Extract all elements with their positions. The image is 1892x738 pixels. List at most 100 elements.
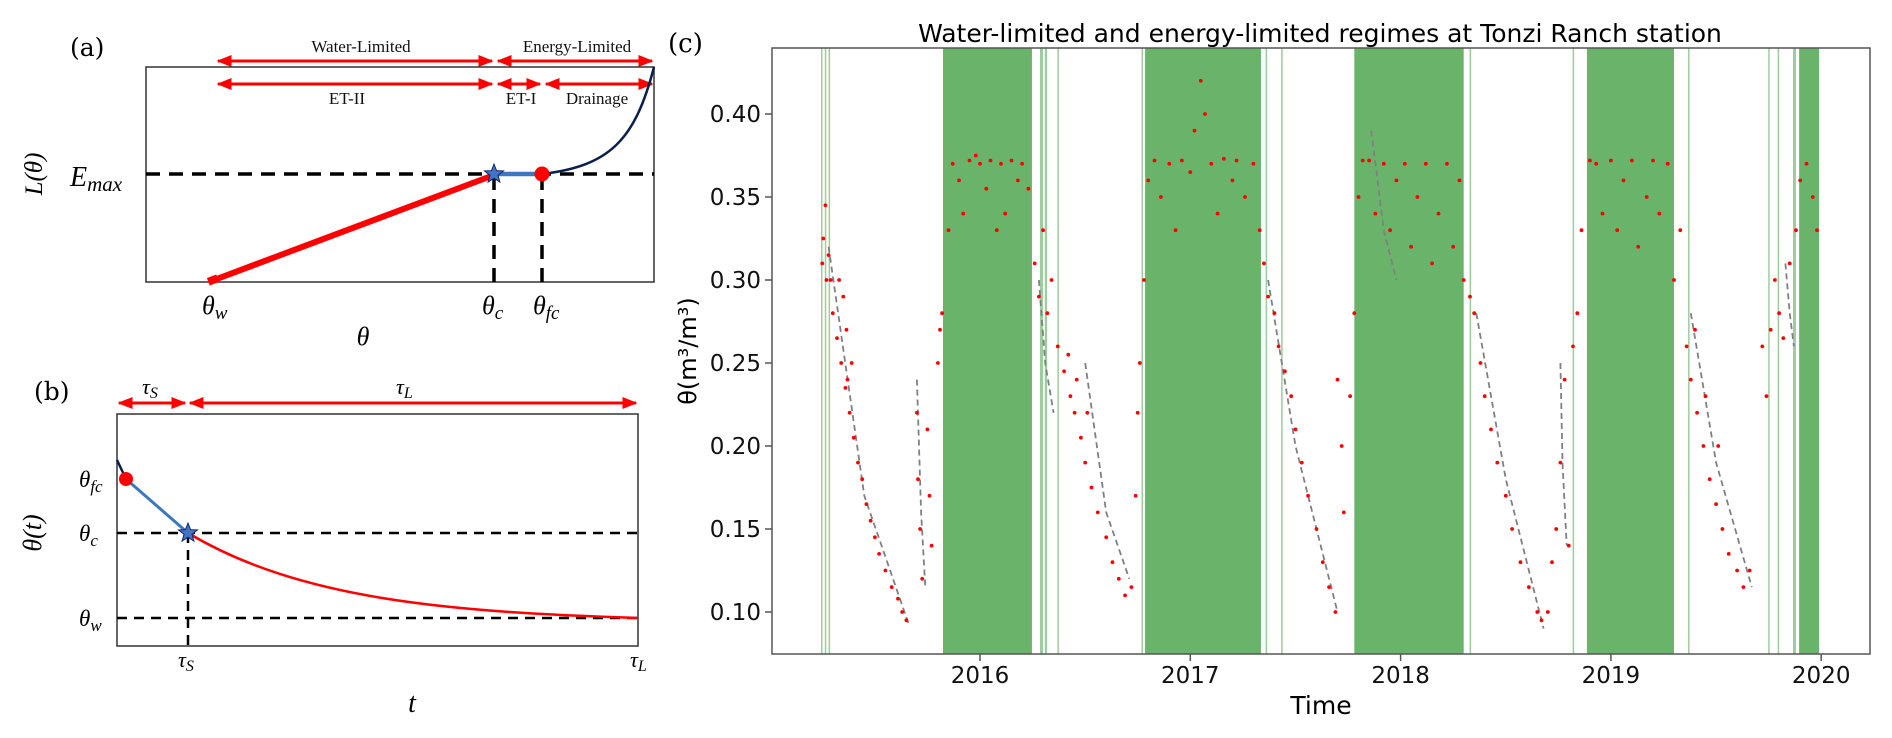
data-point <box>946 228 951 233</box>
energy-limited-band <box>1586 48 1674 654</box>
theta-fc-point <box>119 472 133 486</box>
drainage-curve <box>541 66 656 176</box>
data-point <box>830 311 835 316</box>
y-tick-label: 0.30 <box>710 268 761 294</box>
data-point <box>1503 493 1508 498</box>
data-point <box>1074 377 1079 382</box>
data-point <box>821 236 826 241</box>
data-point <box>847 410 852 415</box>
data-point <box>1327 585 1331 589</box>
data-point <box>1657 211 1662 216</box>
data-point <box>1539 618 1544 623</box>
energy-limited-band <box>821 48 823 654</box>
data-point <box>1644 195 1649 199</box>
data-point <box>927 493 932 498</box>
data-point <box>1339 444 1344 448</box>
data-point <box>839 361 844 365</box>
data-point <box>1016 178 1020 183</box>
data-point <box>1482 394 1487 399</box>
data-point <box>1129 585 1134 589</box>
data-point <box>1066 352 1071 357</box>
drydown-fit-line <box>916 379 927 588</box>
energy-limited-band <box>1799 48 1820 654</box>
data-point <box>1478 361 1483 365</box>
data-point <box>1333 610 1338 614</box>
data-point <box>957 178 961 183</box>
data-point <box>1262 261 1266 266</box>
data-point <box>1032 261 1037 266</box>
data-point <box>1037 294 1041 299</box>
data-point <box>967 158 972 163</box>
drydown-fit-line <box>1038 279 1055 413</box>
data-point <box>1133 493 1138 498</box>
data-point <box>1554 527 1559 531</box>
data-point <box>999 161 1003 166</box>
data-point <box>1579 228 1584 233</box>
data-point <box>1306 493 1310 498</box>
panel-c: (c) Water-limited and energy-limited reg… <box>668 19 1871 720</box>
drydown-fit-line <box>1689 313 1753 588</box>
panel-c-label: (c) <box>668 29 703 59</box>
data-point <box>877 552 881 556</box>
emax-label: Emax <box>69 162 123 196</box>
data-point <box>1550 560 1554 565</box>
data-point <box>1180 158 1184 163</box>
energy-limited-band <box>1777 48 1780 654</box>
data-point <box>1621 178 1626 183</box>
data-point <box>1716 444 1721 448</box>
panel-a: (a) Water-Limited Energy-Limited ET-II E… <box>21 33 656 351</box>
data-point <box>1341 510 1346 515</box>
data-point <box>1684 344 1689 349</box>
data-point <box>1068 394 1073 399</box>
data-point <box>1562 377 1567 382</box>
data-point <box>1489 427 1493 432</box>
energy-limited-band <box>1688 48 1690 654</box>
y-tick-label: 0.10 <box>710 600 761 626</box>
data-point <box>994 228 999 233</box>
data-point <box>1594 161 1599 166</box>
y-tick-label: 0.35 <box>710 185 761 211</box>
data-point <box>896 596 900 601</box>
data-point <box>1320 560 1325 565</box>
data-point <box>1693 327 1697 332</box>
data-point <box>1198 78 1203 83</box>
data-point <box>1495 460 1500 465</box>
data-point <box>1445 161 1449 166</box>
data-point <box>984 186 989 191</box>
theta-w-label: θw <box>202 291 228 324</box>
data-point <box>1192 128 1197 133</box>
data-point <box>1356 195 1361 199</box>
data-point <box>835 336 839 340</box>
data-point <box>1110 560 1115 565</box>
data-point <box>918 527 922 531</box>
data-point <box>1045 311 1050 316</box>
energy-limited-band <box>1281 48 1283 654</box>
panel-b-label: (b) <box>34 377 70 406</box>
data-point <box>1188 170 1193 175</box>
drainage-label: Drainage <box>566 89 628 108</box>
data-point <box>1062 369 1066 374</box>
theta-c-label: θc <box>482 291 504 324</box>
data-point <box>1348 394 1352 399</box>
data-point <box>940 311 944 316</box>
data-point <box>1787 261 1792 266</box>
data-point <box>1289 394 1294 399</box>
data-point <box>851 435 856 440</box>
data-point <box>1798 178 1803 183</box>
energy-limited-band <box>1145 48 1261 654</box>
x-axis-label: Time <box>1289 691 1351 720</box>
data-point <box>860 477 865 482</box>
data-point <box>1095 510 1100 515</box>
data-point <box>824 278 829 282</box>
data-point <box>1173 228 1178 233</box>
drydown-fits <box>827 130 1795 629</box>
data-point <box>1041 228 1045 233</box>
data-point <box>1571 344 1575 349</box>
data-point <box>1135 410 1140 415</box>
y-tick-label: 0.20 <box>710 434 761 460</box>
tau-s-label: τS <box>178 647 194 675</box>
data-point <box>1760 344 1765 349</box>
x-tick-label: 2019 <box>1582 663 1641 689</box>
data-point <box>1518 560 1523 565</box>
data-point <box>1430 261 1434 266</box>
